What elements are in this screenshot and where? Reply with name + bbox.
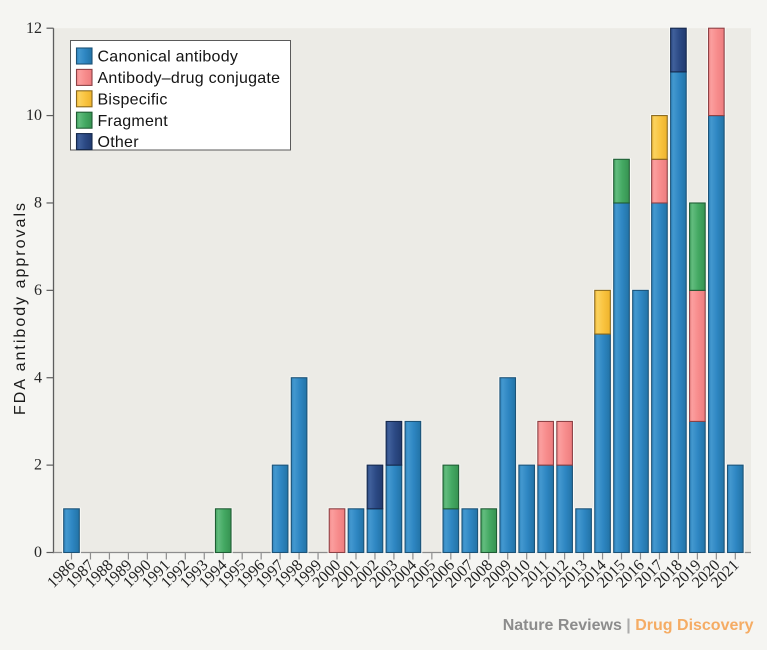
svg-text:12: 12 xyxy=(26,20,42,37)
svg-text:Bispecific: Bispecific xyxy=(98,91,168,108)
svg-text:8: 8 xyxy=(34,195,42,212)
svg-text:10: 10 xyxy=(26,107,42,124)
svg-text:2: 2 xyxy=(34,457,42,474)
svg-text:Fragment: Fragment xyxy=(98,113,169,130)
svg-text:FDA antibody approvals: FDA antibody approvals xyxy=(12,203,29,415)
svg-text:4: 4 xyxy=(34,369,42,386)
svg-text:6: 6 xyxy=(34,282,42,299)
svg-text:Nature Reviews | Drug Discover: Nature Reviews | Drug Discovery xyxy=(503,617,754,634)
svg-text:Other: Other xyxy=(98,134,140,151)
svg-text:Antibody–drug conjugate: Antibody–drug conjugate xyxy=(98,70,281,87)
svg-text:0: 0 xyxy=(34,544,42,561)
svg-text:Canonical antibody: Canonical antibody xyxy=(98,49,239,66)
